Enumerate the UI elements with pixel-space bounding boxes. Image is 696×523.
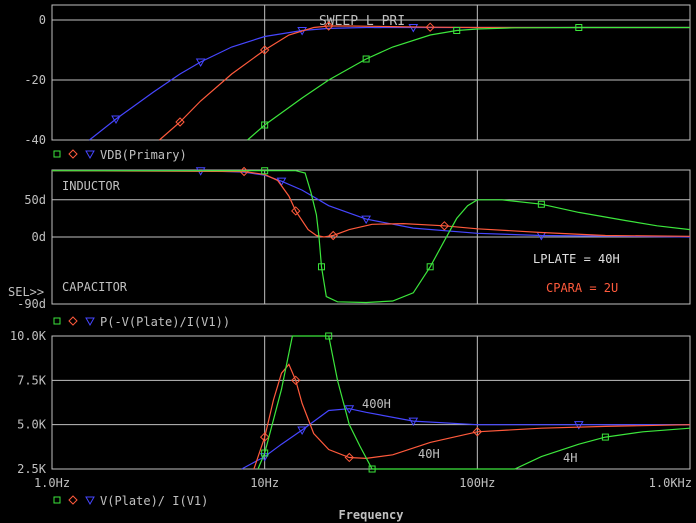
y-tick-label: 0 bbox=[39, 13, 46, 27]
marker-triangle bbox=[111, 115, 121, 125]
marker-diamond bbox=[259, 45, 270, 55]
panel-vdb[interactable]: 0 -20 -40 SWEEP L_PRI bbox=[24, 4, 691, 147]
y-tick-label: 50d bbox=[24, 193, 46, 207]
x-tick-label: 1.0Hz bbox=[34, 476, 70, 490]
marker-diamond bbox=[425, 22, 435, 32]
marker-square bbox=[261, 121, 269, 129]
cpara-label: CPARA = 2U bbox=[546, 281, 618, 295]
panel-impedance-frame bbox=[51, 335, 691, 470]
marker-diamond bbox=[291, 206, 301, 216]
marker-square bbox=[453, 27, 461, 34]
x-tick-label: 100Hz bbox=[459, 476, 495, 490]
label-400h: 400H bbox=[362, 397, 391, 411]
y-tick-label: 2.5K bbox=[17, 462, 47, 476]
trace-blue bbox=[241, 408, 690, 470]
legend-impedance[interactable]: V(Plate)/ I(V1) bbox=[53, 494, 208, 508]
legend-green-square bbox=[53, 317, 61, 325]
y-tick-label: 5.0K bbox=[17, 418, 47, 432]
panel-impedance[interactable]: 10.0K 7.5K 5.0K 2.5K 400H 40H 4H bbox=[10, 329, 691, 476]
marker-triangle bbox=[408, 417, 419, 427]
legend-red-diamond bbox=[68, 316, 78, 326]
marker-square bbox=[261, 167, 269, 175]
lplate-label: LPLATE = 40H bbox=[533, 252, 620, 266]
marker-square bbox=[368, 465, 376, 473]
panel-vdb-y-axis: 0 -20 -40 bbox=[24, 13, 46, 147]
x-tick-label: 10Hz bbox=[250, 476, 279, 490]
marker-square bbox=[362, 55, 370, 63]
sel-marker: SEL>> bbox=[8, 285, 44, 299]
label-40h: 40H bbox=[418, 447, 440, 461]
legend-vdb-label: VDB(Primary) bbox=[100, 148, 187, 162]
y-tick-label: 7.5K bbox=[17, 373, 47, 387]
marker-diamond bbox=[344, 452, 355, 463]
legend-red-diamond bbox=[68, 149, 78, 159]
panel-impedance-traces bbox=[241, 332, 691, 473]
marker-triangle bbox=[276, 177, 287, 187]
marker-triangle bbox=[573, 421, 584, 430]
legend-phase-label: P(-V(Plate)/I(V1)) bbox=[100, 315, 230, 329]
inductor-label: INDUCTOR bbox=[62, 179, 121, 193]
panel-phase-y-axis: 50d 0d -90d bbox=[17, 193, 46, 311]
trace-green bbox=[52, 170, 691, 304]
legend-green-square bbox=[53, 496, 61, 504]
legend-green-square bbox=[53, 150, 61, 158]
trace-green bbox=[247, 26, 690, 141]
marker-square bbox=[317, 263, 325, 271]
marker-square bbox=[261, 449, 269, 457]
trace-red bbox=[159, 25, 690, 141]
panel-phase[interactable]: 50d 0d -90d INDUCTOR CAPACITOR LPLATE = 40… bbox=[17, 166, 691, 311]
legend-blue-triangle bbox=[85, 496, 95, 506]
legend-vdb[interactable]: VDB(Primary) bbox=[53, 148, 187, 162]
y-tick-label: 0d bbox=[32, 230, 46, 244]
legend-impedance-label: V(Plate)/ I(V1) bbox=[100, 494, 208, 508]
marker-square bbox=[575, 24, 583, 31]
trace-red bbox=[51, 170, 691, 238]
trace-blue bbox=[52, 170, 691, 238]
legend-blue-triangle bbox=[85, 317, 95, 327]
marker-triangle bbox=[361, 215, 371, 225]
x-tick-label: 1.0KHz bbox=[649, 476, 692, 490]
marker-diamond bbox=[323, 21, 334, 31]
capacitor-label: CAPACITOR bbox=[62, 280, 128, 294]
marker-diamond bbox=[328, 230, 338, 241]
x-axis-ticks: 1.0Hz 10Hz 100Hz 1.0KHz bbox=[34, 476, 692, 490]
y-tick-label: -40 bbox=[24, 133, 46, 147]
marker-diamond bbox=[439, 221, 450, 231]
marker-diamond bbox=[291, 375, 301, 386]
panel-vdb-traces bbox=[89, 21, 690, 141]
legend-phase[interactable]: P(-V(Plate)/I(V1)) bbox=[53, 315, 230, 329]
y-tick-label: -20 bbox=[24, 73, 46, 87]
marker-diamond bbox=[259, 432, 270, 442]
trace-red bbox=[253, 363, 691, 470]
y-tick-label: 10.0K bbox=[10, 329, 47, 343]
panel-vdb-title: SWEEP L_PRI bbox=[319, 14, 405, 29]
marker-triangle bbox=[195, 58, 206, 68]
marker-square bbox=[601, 433, 609, 441]
label-4h: 4H bbox=[563, 451, 577, 465]
panel-phase-traces bbox=[51, 166, 691, 304]
marker-triangle bbox=[297, 426, 307, 435]
marker-square bbox=[325, 332, 333, 340]
marker-square bbox=[537, 200, 545, 208]
trace-green bbox=[257, 335, 691, 470]
panel-impedance-y-axis: 10.0K 7.5K 5.0K 2.5K bbox=[10, 329, 47, 476]
marker-diamond bbox=[472, 427, 483, 437]
marker-triangle bbox=[344, 405, 355, 414]
marker-triangle bbox=[408, 24, 419, 33]
y-tick-label: -90d bbox=[17, 297, 46, 311]
marker-diamond bbox=[175, 117, 185, 127]
panel-vdb-frame bbox=[51, 4, 691, 141]
x-axis-label: Frequency bbox=[338, 508, 403, 522]
legend-blue-triangle bbox=[85, 150, 95, 160]
marker-square bbox=[426, 263, 434, 271]
panel-phase-grid bbox=[52, 170, 690, 304]
legend-red-diamond bbox=[68, 495, 78, 505]
